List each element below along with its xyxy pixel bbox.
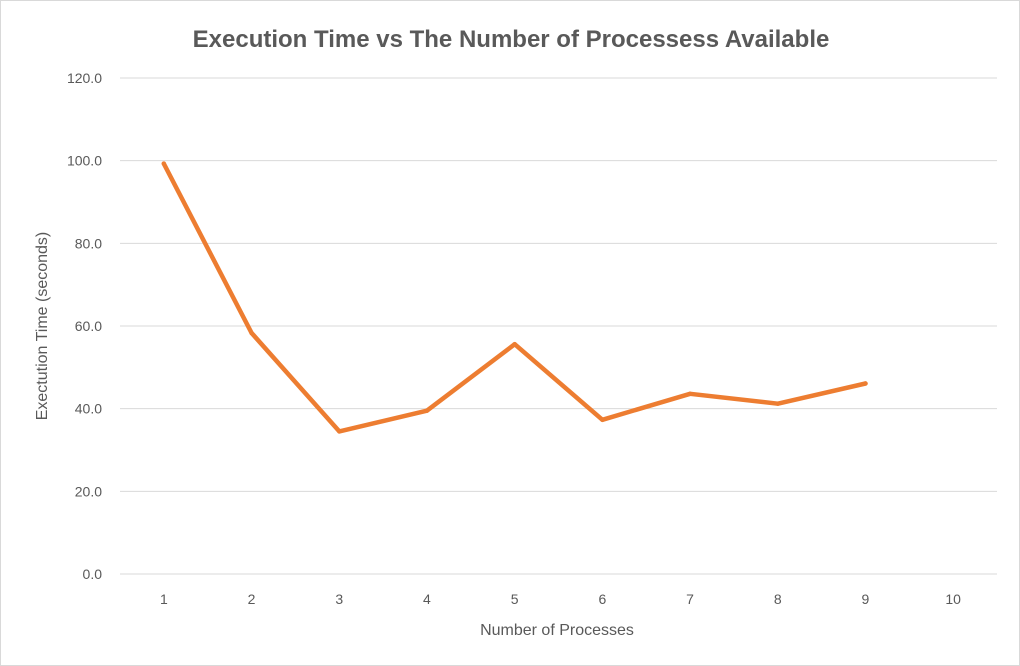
x-tick-label: 7 (686, 591, 694, 607)
x-tick-label: 5 (511, 591, 519, 607)
data-point (249, 330, 254, 336)
x-tick-label: 10 (945, 591, 961, 607)
series-line (161, 161, 868, 434)
data-point (863, 381, 868, 386)
y-tick-label: 60.0 (75, 318, 102, 334)
x-tick-label: 3 (335, 591, 343, 607)
x-axis-title: Number of Processes (480, 622, 634, 639)
data-point (424, 408, 430, 413)
data-point (775, 401, 780, 406)
x-tick-label: 2 (248, 591, 256, 607)
chart-title: Execution Time vs The Number of Processe… (193, 26, 830, 53)
y-tick-label: 100.0 (67, 153, 102, 169)
x-tick-label: 6 (598, 591, 606, 607)
y-tick-label: 0.0 (83, 566, 103, 582)
x-tick-label: 1 (160, 591, 168, 607)
x-tick-label: 4 (423, 591, 431, 607)
y-tick-label: 80.0 (75, 235, 102, 251)
x-tick-label: 8 (774, 591, 782, 607)
data-point (687, 391, 693, 396)
y-tick-label: 20.0 (75, 483, 102, 499)
series-layer (161, 161, 868, 434)
x-tick-label: 9 (862, 591, 870, 607)
gridlines (120, 77, 997, 575)
y-tick-label: 40.0 (75, 401, 102, 417)
data-point (600, 417, 605, 423)
y-axis-title: Exectution Time (seconds) (34, 232, 51, 421)
x-axis-tick-labels: 1 2 3 4 5 6 7 8 9 10 (160, 591, 961, 607)
data-point (337, 429, 342, 434)
y-axis-tick-labels: 0.0 20.0 40.0 60.0 80.0 100.0 120.0 (67, 70, 102, 582)
data-point (512, 341, 517, 347)
data-point (161, 161, 167, 166)
y-tick-label: 120.0 (67, 70, 102, 86)
